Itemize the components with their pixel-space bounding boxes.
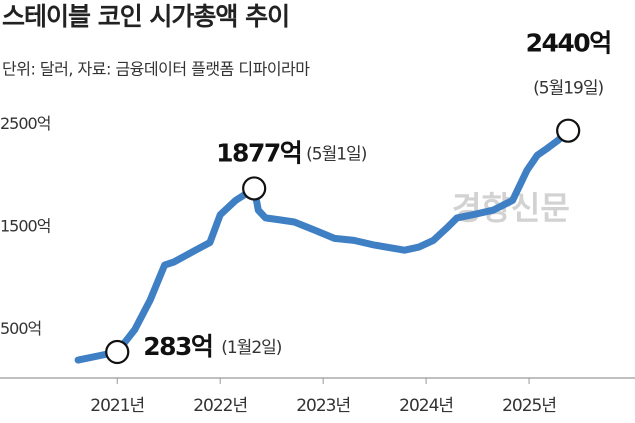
x-tick-label: 2023년 xyxy=(296,396,350,416)
annotation-marker xyxy=(556,118,581,143)
watermark: 경향신문 xyxy=(452,189,570,227)
x-tick-label: 2021년 xyxy=(90,396,144,416)
chart-title: 스테이블 코인 시가총액 추이 xyxy=(2,2,289,31)
annotation-value: 2440억 xyxy=(526,29,611,58)
annotation-marker xyxy=(242,176,267,201)
annotation-value: 283억 xyxy=(143,332,212,361)
annotation-date: (1월2일) xyxy=(221,338,282,358)
x-tick-label: 2025년 xyxy=(502,396,556,416)
data-line xyxy=(74,127,572,364)
y-tick-label: 2500억 xyxy=(0,114,50,133)
y-tick-label: 1500억 xyxy=(0,217,50,236)
annotation-date: (5월19일) xyxy=(533,79,603,99)
x-tick-label: 2024년 xyxy=(399,396,453,416)
annotation-marker xyxy=(105,339,130,365)
y-tick-label: 500억 xyxy=(0,319,41,338)
chart-subtitle: 단위: 달러, 자료: 금융데이터 플랫폼 디파이라마 xyxy=(2,60,310,79)
x-tick-label: 2022년 xyxy=(193,396,247,416)
annotation-value: 1877억 xyxy=(216,138,301,167)
annotation-date: (5월1일) xyxy=(306,144,367,164)
